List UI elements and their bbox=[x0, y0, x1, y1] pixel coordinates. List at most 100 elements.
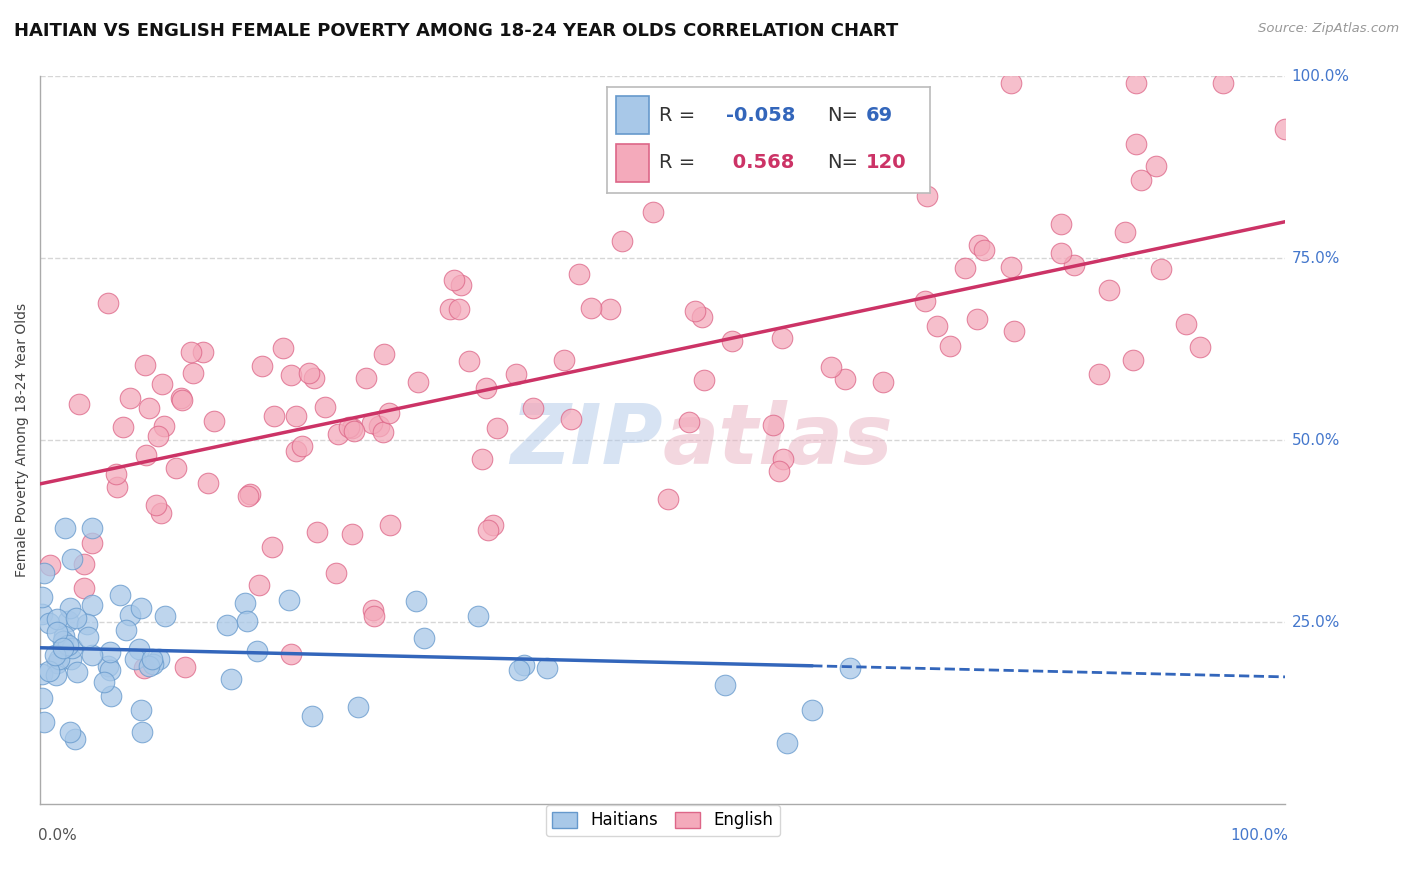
Point bbox=[553, 353, 575, 368]
Point bbox=[820, 360, 842, 375]
Point bbox=[1114, 225, 1136, 239]
Point bbox=[762, 417, 785, 432]
Point bbox=[138, 659, 160, 673]
Point bbox=[1125, 76, 1147, 90]
Point bbox=[1098, 283, 1121, 297]
Point bbox=[953, 260, 976, 275]
Point bbox=[31, 607, 53, 621]
Point bbox=[967, 238, 990, 252]
Point bbox=[925, 318, 948, 333]
Point bbox=[100, 689, 122, 703]
Point bbox=[31, 691, 53, 706]
Point bbox=[522, 401, 544, 416]
Point bbox=[1274, 122, 1296, 136]
Point bbox=[450, 278, 472, 293]
Point bbox=[173, 659, 195, 673]
Point bbox=[98, 645, 121, 659]
Point bbox=[247, 578, 270, 592]
Point bbox=[801, 703, 824, 717]
Point bbox=[145, 498, 167, 512]
Point bbox=[347, 700, 370, 714]
Point bbox=[915, 189, 938, 203]
Point bbox=[678, 415, 700, 429]
Point bbox=[59, 601, 82, 615]
Point bbox=[1002, 325, 1025, 339]
Point bbox=[505, 368, 527, 382]
Point bbox=[60, 641, 83, 656]
Point bbox=[215, 618, 238, 632]
Point bbox=[481, 517, 503, 532]
Point bbox=[772, 452, 794, 467]
Text: Source: ZipAtlas.com: Source: ZipAtlas.com bbox=[1258, 22, 1399, 36]
Point bbox=[52, 634, 75, 648]
Point bbox=[690, 310, 713, 324]
Point bbox=[486, 421, 509, 435]
Point bbox=[280, 368, 302, 382]
Text: 0.0%: 0.0% bbox=[38, 828, 76, 843]
Point bbox=[314, 400, 336, 414]
Text: atlas: atlas bbox=[662, 400, 893, 481]
Text: 50.0%: 50.0% bbox=[1292, 433, 1340, 448]
Point bbox=[149, 506, 172, 520]
Point bbox=[467, 609, 489, 624]
Point bbox=[148, 652, 170, 666]
Point bbox=[378, 518, 401, 533]
Point bbox=[938, 339, 960, 353]
Point bbox=[252, 359, 274, 374]
Point bbox=[368, 419, 391, 434]
Point bbox=[98, 663, 121, 677]
Point bbox=[181, 366, 204, 380]
Point bbox=[263, 409, 285, 424]
Text: HAITIAN VS ENGLISH FEMALE POVERTY AMONG 18-24 YEAR OLDS CORRELATION CHART: HAITIAN VS ENGLISH FEMALE POVERTY AMONG … bbox=[14, 22, 898, 40]
Point bbox=[692, 373, 714, 387]
Point bbox=[111, 420, 134, 434]
Point bbox=[405, 594, 427, 608]
Point bbox=[834, 372, 856, 386]
Point bbox=[45, 656, 67, 670]
Point bbox=[59, 725, 82, 739]
Point bbox=[38, 665, 60, 679]
Point bbox=[118, 608, 141, 623]
Point bbox=[170, 392, 193, 406]
Point bbox=[599, 302, 621, 317]
Point bbox=[124, 652, 146, 666]
Point bbox=[59, 652, 82, 666]
Point bbox=[1050, 217, 1073, 231]
Point bbox=[1050, 246, 1073, 260]
Point bbox=[73, 557, 96, 571]
Point bbox=[1122, 353, 1144, 368]
Point bbox=[568, 267, 591, 281]
Point bbox=[110, 588, 132, 602]
Point bbox=[373, 425, 395, 439]
Point bbox=[82, 648, 104, 663]
Point bbox=[471, 451, 494, 466]
Point bbox=[683, 304, 706, 318]
Point bbox=[337, 420, 360, 434]
Point bbox=[114, 623, 136, 637]
Point bbox=[714, 678, 737, 692]
Point bbox=[146, 428, 169, 442]
Point bbox=[45, 667, 67, 681]
Point bbox=[129, 601, 152, 615]
Point bbox=[236, 490, 259, 504]
Point bbox=[56, 638, 79, 652]
Point bbox=[291, 439, 314, 453]
Point bbox=[32, 715, 55, 730]
Point bbox=[1150, 261, 1173, 276]
Point bbox=[150, 376, 173, 391]
Point bbox=[132, 661, 155, 675]
Point bbox=[135, 448, 157, 462]
Point bbox=[165, 460, 187, 475]
Point bbox=[271, 341, 294, 355]
Point bbox=[363, 602, 385, 616]
Text: ZIP: ZIP bbox=[510, 400, 662, 481]
Point bbox=[77, 630, 100, 644]
Point bbox=[443, 273, 465, 287]
Point bbox=[44, 648, 66, 662]
Point bbox=[180, 344, 202, 359]
Point bbox=[343, 424, 366, 438]
Point bbox=[233, 596, 256, 610]
Point bbox=[39, 558, 62, 572]
Point bbox=[1144, 159, 1167, 173]
Point bbox=[477, 524, 499, 538]
